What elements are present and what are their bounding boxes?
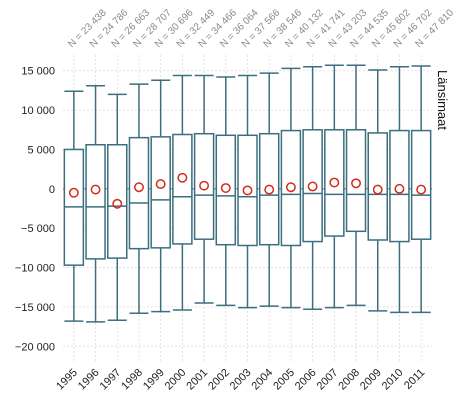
x-tick-label: 1998 — [119, 367, 145, 393]
mean-marker-2011 — [416, 184, 427, 195]
x-tick-label: 2007 — [315, 367, 341, 393]
box-2003 — [237, 74, 258, 309]
iqr-box — [215, 134, 237, 246]
x-tick-label: 2006 — [293, 367, 319, 393]
mean-marker-1995 — [68, 187, 79, 198]
y-tick-label: −10 000 — [15, 263, 55, 275]
iqr-box — [324, 129, 345, 237]
y-tick-label: 15 000 — [21, 66, 55, 78]
y-tick-label: −15 000 — [15, 302, 55, 314]
mean-marker-2002 — [220, 183, 231, 193]
iqr-box — [280, 129, 302, 247]
mean-marker-2003 — [242, 185, 253, 196]
x-tick-label: 1999 — [141, 367, 167, 393]
iqr-box — [128, 136, 150, 250]
x-tick-label: 2011 — [402, 367, 427, 392]
box-1997 — [107, 93, 128, 322]
mean-marker-2009 — [372, 184, 383, 195]
iqr-box — [237, 134, 258, 247]
iqr-box — [345, 129, 367, 233]
box-2010 — [389, 66, 410, 314]
x-tick-label: 1996 — [76, 367, 102, 393]
x-tick-label: 1997 — [98, 367, 124, 393]
region-label: Länsimaat — [435, 70, 450, 130]
mean-marker-2001 — [199, 180, 210, 191]
iqr-box — [85, 143, 106, 260]
box-1996 — [85, 84, 106, 323]
mean-markers — [68, 172, 427, 209]
iqr-box — [172, 133, 193, 245]
x-tick-label: 2010 — [380, 367, 406, 393]
box-1999 — [150, 79, 171, 313]
x-tick-label: 2001 — [184, 367, 210, 393]
box-2007 — [324, 64, 345, 309]
mean-marker-1999 — [155, 179, 166, 190]
iqr-box — [193, 132, 215, 240]
iqr-box — [107, 143, 128, 259]
box-2004 — [258, 72, 280, 307]
box-2006 — [302, 66, 323, 311]
box-1995 — [63, 90, 85, 322]
y-tick-label: 0 — [49, 184, 55, 196]
mean-marker-1996 — [90, 184, 101, 195]
x-tick-label: 2002 — [206, 367, 232, 393]
y-tick-label: −20 000 — [15, 341, 55, 353]
y-axis: 15 000 10 000 5 000 0 −5 000 −10 000 −15 000 −2… — [15, 66, 55, 354]
iqr-box — [367, 132, 388, 241]
box-2002 — [215, 76, 237, 307]
box-2009 — [367, 69, 388, 312]
mean-marker-2010 — [394, 183, 405, 194]
x-tick-label: 2004 — [250, 367, 276, 393]
iqr-box — [258, 132, 280, 246]
mean-marker-2007 — [329, 177, 340, 188]
mean-marker-1998 — [134, 182, 144, 193]
box-1998 — [128, 83, 150, 314]
x-tick-label: 2005 — [271, 367, 297, 393]
box-2005 — [280, 67, 302, 309]
mean-marker-2005 — [285, 182, 296, 193]
iqr-box — [150, 136, 171, 249]
box-2008 — [345, 64, 367, 307]
iqr-box — [302, 129, 323, 243]
x-axis: 1995199619971998199920002001200220032004… — [54, 367, 427, 393]
mean-marker-2004 — [264, 184, 275, 195]
x-tick-label: 2008 — [336, 367, 362, 393]
box-2000 — [172, 74, 193, 311]
mean-marker-1997 — [112, 198, 123, 209]
y-tick-label: 5 000 — [27, 144, 55, 156]
x-tick-label: 2003 — [228, 367, 254, 393]
box-2011 — [410, 65, 432, 314]
mean-marker-2006 — [307, 181, 318, 192]
iqr-box — [389, 129, 410, 243]
x-tick-label: 1995 — [54, 367, 80, 393]
mean-marker-2008 — [351, 178, 361, 189]
y-tick-label: 10 000 — [21, 105, 55, 117]
x-tick-label: 2009 — [358, 367, 384, 393]
y-tick-label: −5 000 — [21, 223, 55, 235]
box-2001 — [193, 74, 215, 304]
x-tick-label: 2000 — [163, 367, 189, 393]
mean-marker-2000 — [177, 172, 188, 183]
